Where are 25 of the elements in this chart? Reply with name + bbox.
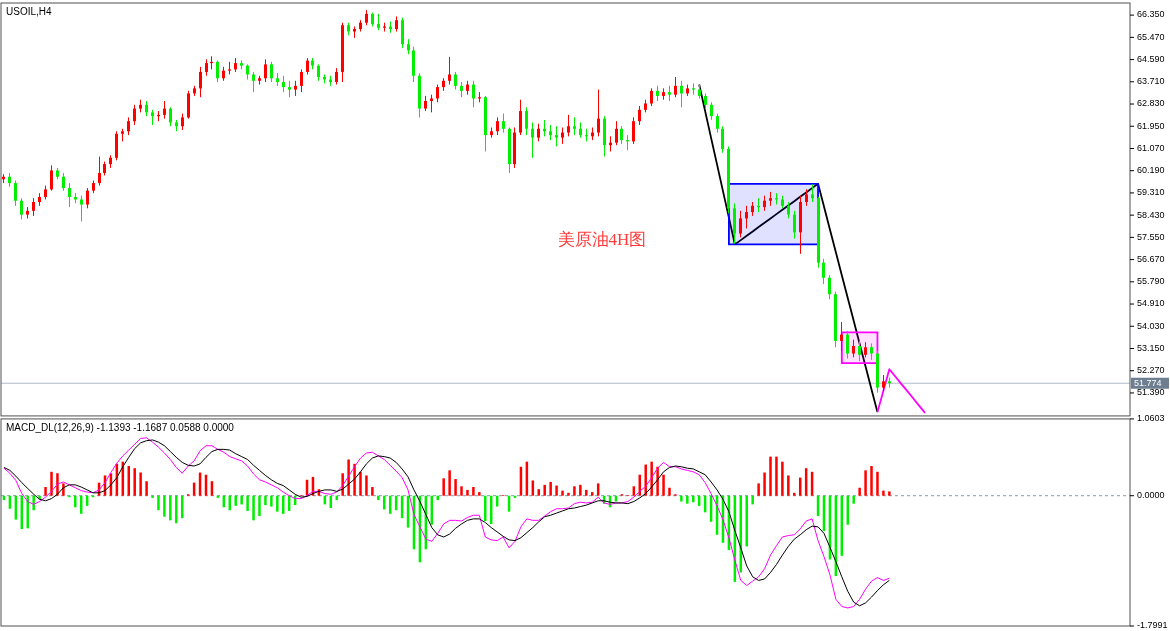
y-tick-label: 1.0603	[1137, 413, 1165, 424]
y-tick-label: 57.550	[1137, 231, 1165, 242]
title: USOIL,H4	[6, 6, 52, 17]
y-tick-label: 54.030	[1137, 320, 1165, 331]
y-tick-label: 58.430	[1137, 209, 1165, 220]
ref-label: 51.774	[1134, 378, 1162, 389]
y-tick-label: 60.190	[1137, 165, 1165, 176]
y-tick-label: 61.950	[1137, 120, 1165, 131]
y-tick-label: 52.270	[1137, 365, 1165, 376]
y-tick-label: 55.790	[1137, 276, 1165, 287]
y-tick-label: 51.390	[1137, 387, 1165, 398]
y-tick-label: 62.830	[1137, 98, 1165, 109]
y-tick-label: 64.590	[1137, 53, 1165, 64]
y-tick-label: 56.670	[1137, 253, 1165, 264]
y-tick-label: -1.7991	[1137, 620, 1168, 631]
title: MACD_DL(12,26,9) -1.1393 -1.1687 0.0588 0.0000	[6, 421, 234, 433]
y-tick-label: 54.910	[1137, 298, 1165, 309]
y-tick-label: 65.470	[1137, 31, 1165, 42]
y-tick-label: 0.0000	[1137, 490, 1165, 501]
annotation: 美原油4H图	[557, 229, 647, 249]
y-tick-label: 59.310	[1137, 187, 1165, 198]
y-tick-label: 66.350	[1137, 9, 1165, 20]
y-tick-label: 61.070	[1137, 142, 1165, 153]
y-tick-label: 53.150	[1137, 342, 1165, 353]
y-tick-label: 63.710	[1137, 76, 1165, 87]
